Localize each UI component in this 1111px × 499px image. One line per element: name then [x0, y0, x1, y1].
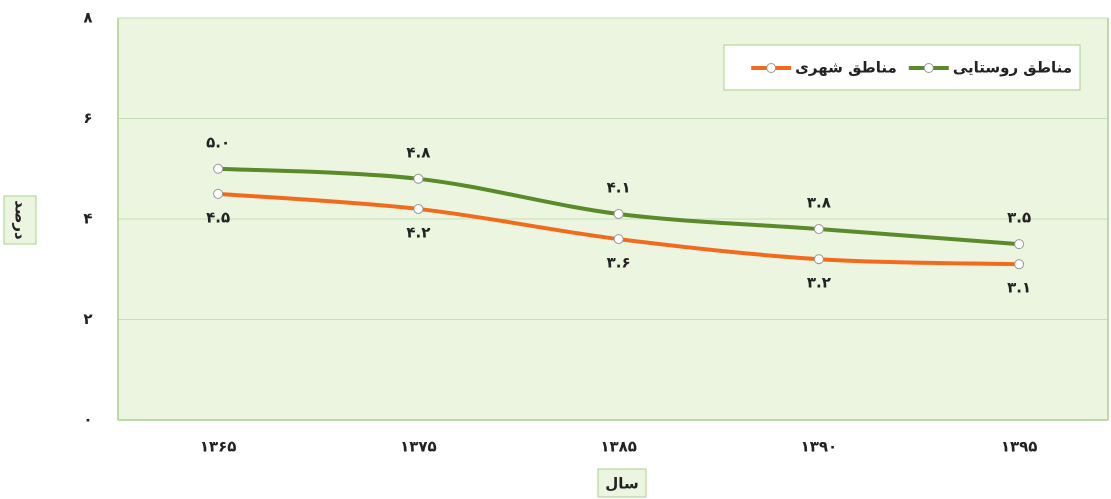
y-tick-label: ۴ — [83, 210, 92, 228]
x-tick-label: ۱۳۷۵ — [400, 438, 437, 456]
y-label-box — [3, 195, 37, 245]
marker — [613, 234, 624, 245]
legend-label: مناطق شهری — [795, 59, 897, 77]
marker — [613, 208, 624, 219]
legend-marker — [923, 63, 934, 73]
legend-marker — [766, 63, 777, 73]
x-tick-label: ۱۳۸۵ — [600, 438, 637, 456]
y-tick-label: ۸ — [83, 9, 92, 27]
data-label: ۳.۵ — [1007, 209, 1031, 227]
marker — [413, 173, 424, 184]
x-tick-label: ۱۳۹۵ — [1001, 438, 1038, 456]
data-label: ۵.۰ — [206, 133, 230, 151]
y-tick-label: ۶ — [83, 109, 92, 127]
data-label: ۴.۸ — [406, 143, 430, 161]
data-label: ۳.۶ — [607, 254, 631, 272]
data-label: ۴.۵ — [206, 208, 230, 226]
marker — [413, 203, 424, 214]
y-tick-label: ۰ — [83, 411, 92, 429]
data-label: ۳.۸ — [807, 194, 831, 212]
legend-label: مناطق روستایی — [953, 59, 1072, 77]
marker — [1014, 239, 1025, 250]
marker — [813, 224, 824, 235]
marker — [1014, 259, 1025, 270]
x-tick-label: ۱۳۹۰ — [801, 438, 838, 456]
data-label: ۴.۲ — [406, 223, 430, 241]
x-label-box — [597, 468, 647, 498]
data-label: ۴.۱ — [607, 178, 631, 196]
marker — [213, 163, 224, 174]
data-label: ۳.۲ — [807, 274, 831, 292]
x-tick-label: ۱۳۶۵ — [200, 438, 237, 456]
x-axis-label: سال — [605, 475, 638, 493]
y-axis-label: درصد — [12, 200, 30, 240]
y-tick-label: ۲ — [83, 310, 92, 328]
marker — [213, 188, 224, 199]
data-label: ۳.۱ — [1007, 279, 1031, 297]
marker — [813, 254, 824, 265]
